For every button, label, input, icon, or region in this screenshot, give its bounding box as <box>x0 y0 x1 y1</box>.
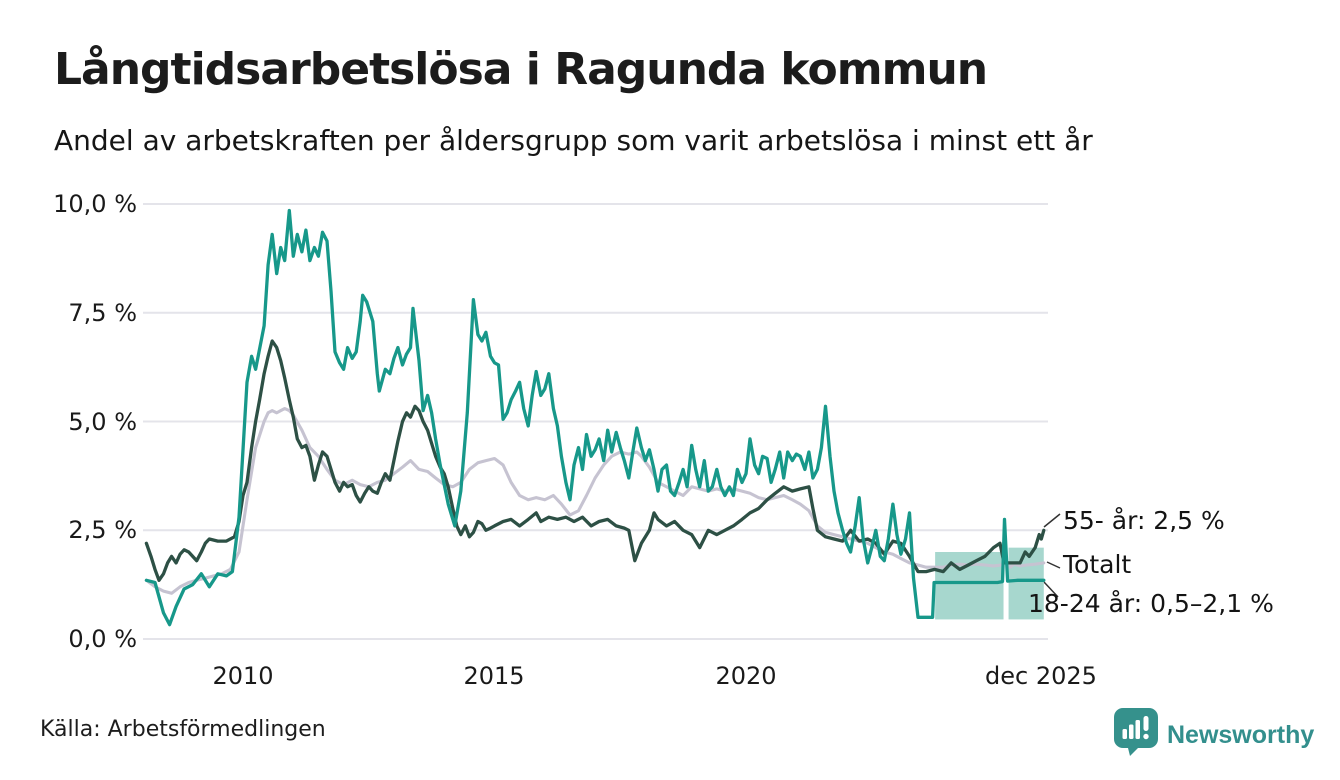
confidence-band <box>935 552 1004 620</box>
x-tick-2020: 2020 <box>715 662 777 690</box>
annotation-connector-55 <box>1043 513 1061 528</box>
page-subtitle: Andel av arbetskraften per åldersgrupp s… <box>54 124 1093 157</box>
x-tick-2015: 2015 <box>463 662 525 690</box>
y-tick-7-5: 7,5 % <box>68 299 137 327</box>
series-label-totalt: Totalt <box>1063 550 1132 579</box>
series-label-18-24: 18-24 år: 0,5–2,1 % <box>1028 589 1274 618</box>
page-title: Långtidsarbetslösa i Ragunda kommun <box>54 44 988 95</box>
annotation-connector-totalt <box>1046 561 1061 569</box>
series-line <box>144 339 1046 582</box>
brand-logo: Newsworthy <box>1114 708 1314 760</box>
y-tick-0: 0,0 % <box>68 625 137 653</box>
series-line <box>144 208 1046 627</box>
series-line <box>144 406 1046 595</box>
y-tick-2-5: 2,5 % <box>68 516 137 544</box>
x-tick-2010: 2010 <box>212 662 274 690</box>
source-note: Källa: Arbetsförmedlingen <box>40 717 326 742</box>
series-label-55: 55- år: 2,5 % <box>1063 506 1225 535</box>
newsworthy-bubble-chart-icon <box>1114 708 1158 760</box>
x-tick-dec-2025: dec 2025 <box>985 662 1097 690</box>
brand-name: Newsworthy <box>1167 720 1315 749</box>
y-tick-10: 10,0 % <box>53 190 137 218</box>
y-tick-5: 5,0 % <box>68 408 137 436</box>
